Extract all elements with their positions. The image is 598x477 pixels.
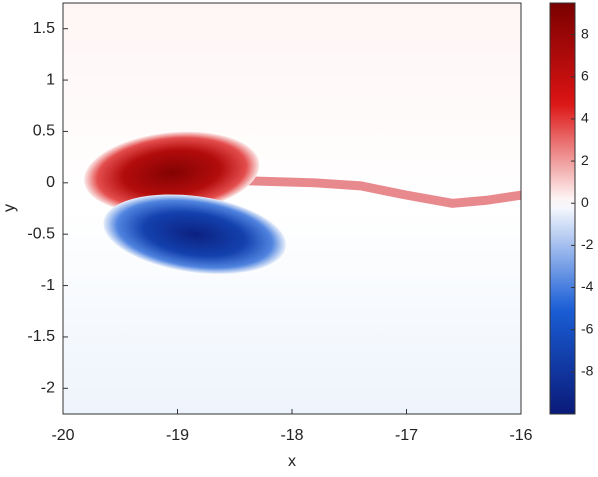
x-tick-label: -19 <box>166 427 189 444</box>
y-tick-label: 0.5 <box>33 123 55 140</box>
y-tick-label: -2 <box>41 380 55 397</box>
x-tick-label: -20 <box>51 427 74 444</box>
colorbar-tick-label: 4 <box>581 110 589 126</box>
colorbar-tick-label: 8 <box>581 25 589 41</box>
x-tick-label: -18 <box>280 427 303 444</box>
colorbar-tick-label: -6 <box>581 320 594 336</box>
y-tick-label: 1 <box>46 71 55 88</box>
x-axis-label: x <box>288 453 296 470</box>
x-tick-label: -17 <box>395 427 418 444</box>
y-axis-label: y <box>1 204 18 212</box>
y-tick-label: -0.5 <box>27 225 55 242</box>
colorbar <box>549 2 576 415</box>
y-tick-label: -1 <box>41 277 55 294</box>
y-tick-label: -1.5 <box>27 328 55 345</box>
wake <box>241 176 521 208</box>
colorbar-tick-label: -4 <box>581 278 594 294</box>
vortex <box>103 194 286 274</box>
vortex <box>84 131 260 214</box>
x-tick-label: -16 <box>509 427 532 444</box>
colorbar-tick-label: 6 <box>581 67 589 83</box>
y-tick-label: 0 <box>46 174 55 191</box>
colorbar-tick-label: -2 <box>581 236 594 252</box>
colorbar-tick-label: 0 <box>581 194 589 210</box>
y-tick-label: 1.5 <box>33 20 55 37</box>
colorbar-tick-label: 2 <box>581 152 589 168</box>
colorbar-tick-label: -8 <box>581 363 594 379</box>
